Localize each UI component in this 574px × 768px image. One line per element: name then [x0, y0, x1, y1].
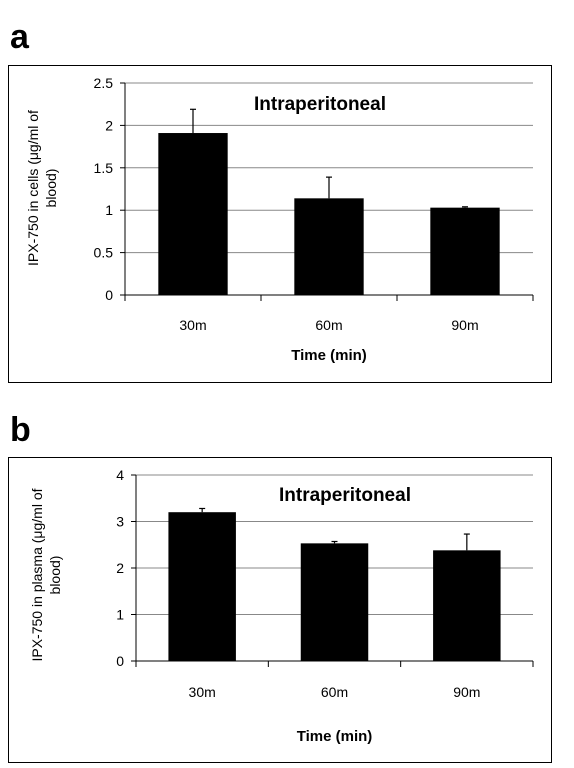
x-tick-label-0-1: 60m [315, 317, 342, 333]
chart-title-1: Intraperitoneal [279, 485, 411, 506]
y-tick-label-0-2: 1 [105, 202, 113, 218]
chart-frame-b [8, 457, 552, 763]
y-tick-label-1-0: 0 [116, 653, 124, 669]
bar-1-0 [168, 512, 236, 661]
y-axis-title-0-line-0: IPX-750 in cells (μg/ml of [25, 110, 41, 266]
x-tick-label-1-0: 30m [189, 684, 216, 700]
x-tick-label-1-2: 90m [453, 684, 480, 700]
bar-0-2 [430, 207, 500, 295]
chart-frame-a [8, 65, 552, 383]
x-axis-title-1: Time (min) [297, 728, 373, 745]
y-tick-label-1-4: 4 [116, 467, 124, 483]
y-tick-label-0-3: 1.5 [94, 160, 114, 176]
y-tick-label-1-2: 2 [116, 560, 124, 576]
y-tick-label-0-0: 0 [105, 287, 113, 303]
y-tick-label-0-5: 2.5 [94, 75, 114, 91]
x-tick-label-1-1: 60m [321, 684, 348, 700]
chart-title-0: Intraperitoneal [254, 94, 386, 115]
y-tick-label-1-3: 3 [116, 514, 124, 530]
bar-0-1 [294, 198, 364, 295]
y-tick-label-0-1: 0.5 [94, 245, 114, 261]
y-axis-title-1-line-1: blood) [47, 556, 63, 595]
x-tick-label-0-0: 30m [179, 317, 206, 333]
bar-1-1 [300, 543, 369, 661]
x-tick-label-0-2: 90m [451, 317, 478, 333]
y-tick-label-0-4: 2 [105, 117, 113, 133]
panel-letter-a: a [10, 18, 29, 56]
bar-1-2 [433, 550, 501, 661]
y-axis-title-0-line-1: blood) [43, 169, 59, 208]
x-axis-title-0: Time (min) [291, 347, 367, 364]
bar-0-0 [158, 133, 228, 295]
y-tick-label-1-1: 1 [116, 607, 124, 623]
y-axis-title-1-line-0: IPX-750 in plasma (μg/ml of [29, 488, 45, 661]
panel-letter-b: b [10, 411, 31, 449]
